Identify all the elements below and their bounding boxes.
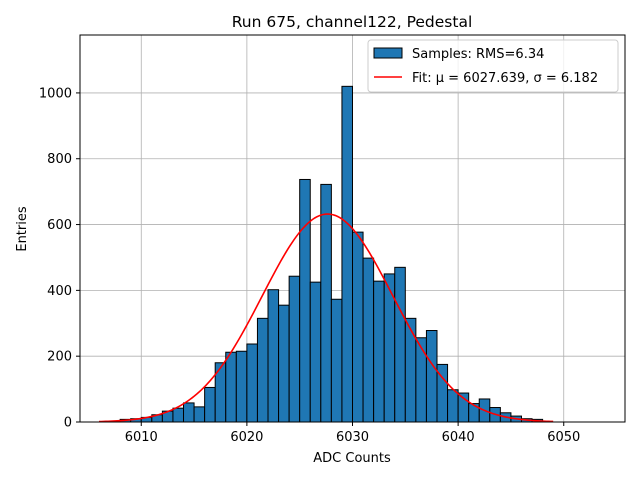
histogram-bar (193, 406, 206, 423)
legend-box (367, 39, 619, 93)
histogram-bar (172, 407, 185, 423)
y-axis-label: Entries (15, 206, 30, 252)
legend-samples-swatch (373, 47, 403, 59)
y-tick-label: 0 (64, 416, 72, 431)
histogram-bar (447, 389, 459, 423)
histogram-bar (256, 317, 269, 423)
fit-curve (98, 213, 554, 423)
legend-fit-label: Fit: μ = 6027.639, σ = 6.182 (412, 71, 598, 86)
histogram-bar (183, 402, 195, 423)
histogram-bar (204, 386, 216, 423)
histogram-bar (425, 330, 438, 423)
histogram-bar (330, 298, 343, 423)
x-tick-label: 6050 (547, 430, 580, 445)
histogram-bar (341, 85, 354, 423)
histogram-bar (404, 317, 417, 423)
histogram-bar (415, 337, 427, 423)
histogram-bar (309, 281, 322, 423)
y-axis-ticks: 0 200 400 600 800 1000 (39, 86, 80, 431)
x-axis-label: ADC Counts (313, 451, 391, 466)
histogram-bar (394, 266, 406, 423)
histogram-bar (278, 304, 290, 423)
histogram-bar (299, 178, 311, 423)
y-tick-label: 400 (47, 284, 72, 299)
y-tick-label: 200 (47, 350, 72, 365)
histogram-bar (235, 350, 248, 423)
legend-samples-label: Samples: RMS=6.34 (412, 47, 544, 62)
x-axis-ticks: 6010 6020 6030 6040 6050 (125, 422, 580, 445)
histogram-bar (352, 231, 364, 423)
histogram-bar (267, 289, 280, 423)
chart-title: Run 675, channel122, Pedestal (232, 13, 473, 31)
histogram-bar (362, 257, 375, 423)
x-tick-label: 6030 (336, 430, 369, 445)
histogram-bar (373, 280, 385, 423)
legend: Samples: RMS=6.34 Fit: μ = 6027.639, σ =… (367, 39, 619, 93)
x-tick-label: 6020 (230, 430, 263, 445)
y-tick-label: 800 (47, 152, 72, 167)
histogram-bar (225, 351, 237, 423)
histogram-bar (320, 183, 332, 423)
histogram-bar (246, 343, 258, 423)
x-tick-label: 6040 (442, 430, 475, 445)
x-tick-label: 6010 (125, 430, 158, 445)
histogram-bar (288, 275, 301, 423)
fit-curve-layer (98, 213, 554, 423)
y-tick-label: 600 (47, 218, 72, 233)
y-tick-label: 1000 (39, 86, 72, 101)
